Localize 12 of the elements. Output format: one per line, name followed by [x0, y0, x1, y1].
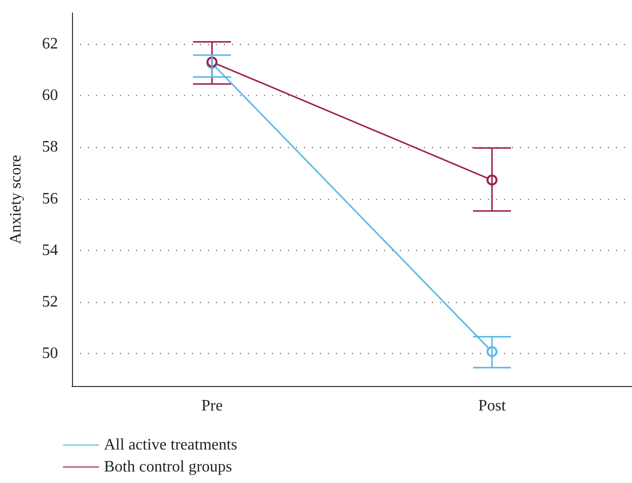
y-tick-label: 54: [42, 242, 58, 259]
y-tick-label: 60: [42, 87, 58, 104]
y-tick-label: 58: [42, 138, 58, 156]
x-tick-label: Post: [478, 398, 506, 414]
legend-label: All active treatments: [104, 436, 238, 454]
y-tick-label: 52: [42, 294, 58, 311]
y-tick-label: 56: [42, 190, 58, 208]
x-tick-label: Pre: [201, 398, 223, 414]
y-tick-label: 50: [42, 345, 58, 362]
legend-label: Both control groups: [104, 458, 232, 476]
y-tick-label: 62: [42, 35, 58, 52]
y-axis-title: Anxiety score: [8, 154, 24, 244]
